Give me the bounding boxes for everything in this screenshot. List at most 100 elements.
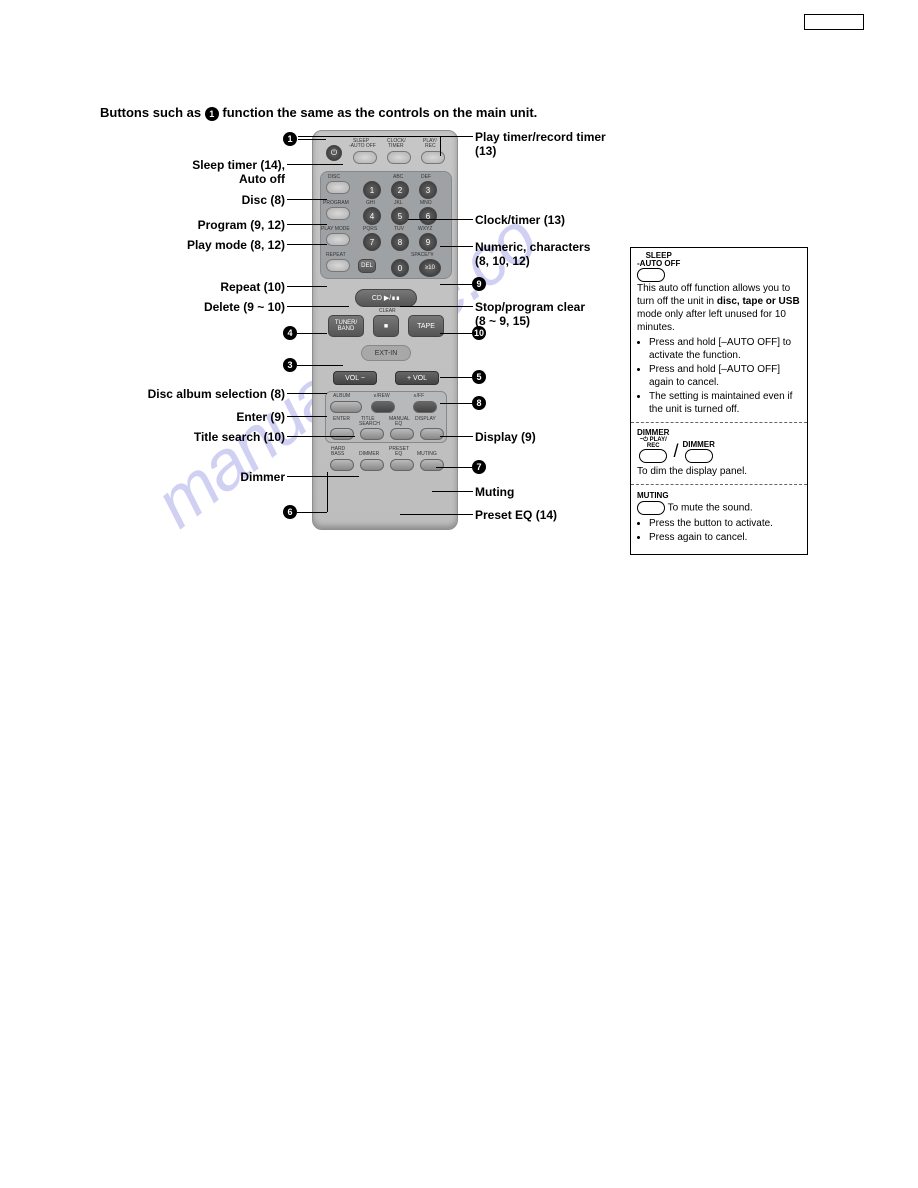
co-dimmer: Dimmer <box>200 470 285 484</box>
dimmer-button[interactable] <box>360 459 384 471</box>
num-5: 5 <box>472 370 486 384</box>
lbl-rec: REC <box>425 144 436 149</box>
lbl-repeat: REPEAT <box>326 253 346 258</box>
ff-button[interactable] <box>413 401 437 413</box>
key-4[interactable]: 4 <box>363 207 381 225</box>
clock-button[interactable] <box>387 151 411 164</box>
lbl-album: ALBUM <box>333 394 350 399</box>
lbl-display: DISPLAY <box>415 417 436 422</box>
lbl-clear: CLEAR <box>379 309 396 314</box>
divider-1 <box>631 422 807 423</box>
remote-control: ⏻ SLEEP -AUTO OFF CLOCK/ TIMER PLAY/ REC… <box>312 130 458 530</box>
num-1: 1 <box>283 132 297 146</box>
del-button[interactable]: DEL <box>358 259 376 273</box>
display-button[interactable] <box>420 428 444 440</box>
info-b1: Press and hold [–AUTO OFF] to activate t… <box>649 336 801 362</box>
lbl-abc: ABC <box>393 175 403 180</box>
lbl-disc: DISC <box>328 175 340 180</box>
repeat-button[interactable] <box>326 259 350 272</box>
sleep-button[interactable] <box>353 151 377 164</box>
info-sleep-l2: -AUTO OFF <box>637 260 680 268</box>
line-delete <box>287 306 349 307</box>
co-enter: Enter (9) <box>200 410 285 424</box>
playmode-button[interactable] <box>326 233 350 246</box>
key-9[interactable]: 9 <box>419 233 437 251</box>
line-display <box>440 436 473 437</box>
line-clock <box>408 219 473 220</box>
titlesearch-button[interactable] <box>360 428 384 440</box>
album-button[interactable] <box>330 401 362 413</box>
key-0[interactable]: 0 <box>391 259 409 277</box>
lbl-jkl: JKL <box>394 201 403 206</box>
rew-button[interactable] <box>371 401 395 413</box>
line-playmode <box>287 244 327 245</box>
num-7: 7 <box>472 460 486 474</box>
co-title: Title search (10) <box>155 430 285 444</box>
line-disc <box>287 199 327 200</box>
line-program <box>287 224 327 225</box>
playrec-button[interactable] <box>421 151 445 164</box>
key-8[interactable]: 8 <box>391 233 409 251</box>
line-preset <box>400 514 473 515</box>
key-2[interactable]: 2 <box>391 181 409 199</box>
key-5[interactable]: 5 <box>391 207 409 225</box>
tape-button[interactable]: TAPE <box>408 315 444 337</box>
line-playtimer <box>298 136 473 137</box>
disc-button[interactable] <box>326 181 350 194</box>
intro-text: Buttons such as 1 function the same as t… <box>100 105 537 121</box>
intro-before: Buttons such as <box>100 105 205 120</box>
power-button[interactable]: ⏻ <box>326 145 342 161</box>
co-stop-2: (8 ~ 9, 15) <box>475 314 530 328</box>
num-10: 10 <box>472 326 486 340</box>
co-stop-1: Stop/program clear <box>475 300 585 314</box>
key-7[interactable]: 7 <box>363 233 381 251</box>
key-6[interactable]: 6 <box>419 207 437 225</box>
lbl-pqrs: PQRS <box>363 227 377 232</box>
co-numeric-2: (8, 10, 12) <box>475 254 530 268</box>
lbl-ff: ∧/FF <box>413 394 424 399</box>
line-n4 <box>297 333 327 334</box>
lbl-program: PROGRAM <box>323 201 349 206</box>
lbl-def: DEF <box>421 175 431 180</box>
lbl-muting: MUTING <box>417 452 437 457</box>
vol-up[interactable]: + VOL <box>395 371 439 385</box>
hardbass-button[interactable] <box>330 459 354 471</box>
preseteq-button[interactable] <box>390 459 414 471</box>
co-numeric: Numeric, characters (8, 10, 12) <box>475 240 625 268</box>
enter-button[interactable] <box>330 428 354 440</box>
line-n8 <box>440 403 472 404</box>
co-stop: Stop/program clear (8 ~ 9, 15) <box>475 300 635 328</box>
co-program: Program (9, 12) <box>155 218 285 232</box>
co-playtimer-1: Play timer/record timer <box>475 130 606 144</box>
vline-n6 <box>327 472 328 512</box>
stop-button[interactable]: ■ <box>373 315 399 337</box>
num-8: 8 <box>472 396 486 410</box>
info-b2: Press and hold [–AUTO OFF] again to canc… <box>649 363 801 389</box>
key-gte10[interactable]: ≥10 <box>419 259 441 277</box>
co-sleep: Sleep timer (14), Auto off <box>155 158 285 186</box>
info-auto-tail: mode only after left unused for 10 minut… <box>637 309 786 333</box>
lbl-mno: MNO <box>420 201 432 206</box>
extin-button[interactable]: EXT-IN <box>361 345 411 361</box>
info-mute-l: MUTING <box>637 491 801 501</box>
manualeq-button[interactable] <box>390 428 414 440</box>
num-3: 3 <box>283 358 297 372</box>
muting-button[interactable] <box>420 459 444 471</box>
program-button[interactable] <box>326 207 350 220</box>
cd-play-pause[interactable]: CD ▶/∎∎ <box>355 289 417 307</box>
info-dim-txt: To dim the display panel. <box>637 465 801 478</box>
info-m1: Press the button to activate. <box>649 517 801 530</box>
co-numeric-1: Numeric, characters <box>475 240 590 254</box>
key-3[interactable]: 3 <box>419 181 437 199</box>
line-title <box>287 436 355 437</box>
info-auto-bold: disc, tape or USB <box>717 296 800 307</box>
key-1[interactable]: 1 <box>363 181 381 199</box>
info-b3: The setting is maintained even if the un… <box>649 390 801 416</box>
info-box: SLEEP -AUTO OFF This auto off function a… <box>630 247 808 555</box>
lbl-titlesearch2: SEARCH <box>359 422 380 427</box>
btn-draw-mute <box>637 501 665 515</box>
line-repeat <box>287 286 327 287</box>
page-number-box <box>804 14 864 30</box>
tuner-band-button[interactable]: TUNER/ BAND <box>328 315 364 337</box>
vol-down[interactable]: VOL − <box>333 371 377 385</box>
